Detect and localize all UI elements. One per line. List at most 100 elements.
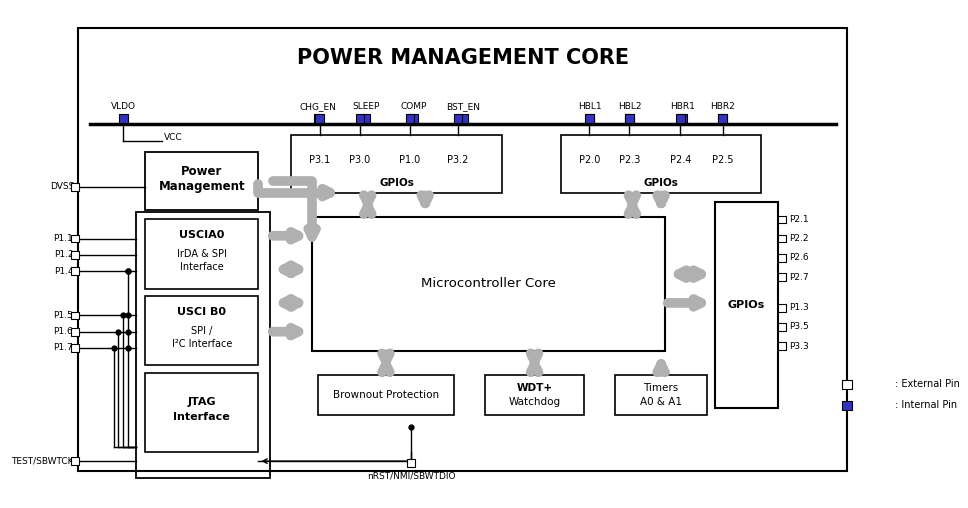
Bar [625, 114, 634, 123]
Text: VLDO: VLDO [110, 102, 136, 111]
Text: HBR2: HBR2 [711, 102, 735, 111]
Text: TEST/SBWTCK: TEST/SBWTCK [11, 457, 74, 466]
Bar [409, 114, 418, 123]
Text: HBR1: HBR1 [670, 102, 695, 111]
Text: SLEEP: SLEEP [352, 102, 379, 111]
Bar [145, 152, 258, 210]
Text: JTAG: JTAG [188, 397, 216, 407]
Text: P2.5: P2.5 [711, 155, 733, 165]
Bar [485, 375, 585, 415]
Text: A0 & A1: A0 & A1 [640, 397, 682, 407]
Text: USCI B0: USCI B0 [177, 306, 227, 316]
Bar [316, 114, 324, 123]
Bar [625, 114, 634, 123]
Bar [72, 267, 79, 275]
Text: P3.3: P3.3 [790, 341, 809, 351]
Text: P3.2: P3.2 [447, 155, 469, 165]
Text: Interface: Interface [173, 412, 230, 422]
Text: CHG_EN: CHG_EN [299, 102, 336, 111]
Text: HBL1: HBL1 [578, 102, 602, 111]
Bar [72, 457, 79, 465]
Text: P1.5: P1.5 [53, 311, 74, 320]
Bar [356, 114, 364, 123]
Bar [842, 379, 852, 389]
Bar [406, 114, 414, 123]
Bar [778, 323, 786, 331]
Text: Brownout Protection: Brownout Protection [333, 390, 439, 400]
Text: Watchdog: Watchdog [508, 397, 560, 407]
Bar [72, 235, 79, 242]
Bar [586, 114, 594, 123]
Text: P2.3: P2.3 [619, 155, 640, 165]
Text: VCC: VCC [164, 133, 182, 142]
Bar [561, 135, 761, 193]
Bar [842, 401, 852, 410]
Text: P3.5: P3.5 [790, 323, 809, 331]
Text: Interface: Interface [180, 263, 224, 272]
Text: P2.6: P2.6 [790, 253, 809, 262]
Bar [778, 273, 786, 281]
Text: P1.3: P1.3 [790, 303, 809, 312]
Text: SPI /: SPI / [191, 326, 213, 336]
Bar [145, 296, 258, 365]
Bar [145, 219, 258, 289]
Bar [361, 114, 370, 123]
Bar [778, 235, 786, 242]
Text: Timers: Timers [644, 383, 679, 393]
Text: BST_EN: BST_EN [446, 102, 481, 111]
Text: P3.0: P3.0 [349, 155, 371, 165]
Text: HBL2: HBL2 [618, 102, 641, 111]
Text: POWER MANAGEMENT CORE: POWER MANAGEMENT CORE [296, 48, 629, 69]
Bar [454, 114, 462, 123]
Text: P1.7: P1.7 [53, 343, 74, 353]
Bar [407, 459, 414, 467]
Text: : External Pin: : External Pin [895, 379, 960, 390]
Bar [778, 304, 786, 311]
Text: P1.4: P1.4 [54, 267, 74, 276]
Bar [136, 212, 270, 479]
Text: P2.0: P2.0 [579, 155, 600, 165]
Bar [676, 114, 684, 123]
Bar [585, 114, 593, 123]
Bar [318, 375, 454, 415]
Bar [714, 202, 778, 408]
Bar [718, 114, 727, 123]
Text: I²C Interface: I²C Interface [171, 339, 232, 349]
Bar [778, 342, 786, 350]
Bar [72, 311, 79, 319]
Text: GPIOs: GPIOs [644, 178, 679, 188]
Bar [678, 114, 686, 123]
Bar [119, 114, 128, 123]
Bar [778, 216, 786, 224]
Text: P1.1: P1.1 [53, 234, 74, 243]
Text: P1.6: P1.6 [53, 327, 74, 336]
Bar [72, 251, 79, 259]
Text: P1.2: P1.2 [54, 250, 74, 260]
Text: P1.0: P1.0 [399, 155, 420, 165]
Text: USCIA0: USCIA0 [179, 230, 225, 240]
Text: P2.1: P2.1 [790, 215, 809, 224]
Text: GPIOs: GPIOs [379, 178, 414, 188]
Bar [314, 114, 322, 123]
Bar [72, 344, 79, 352]
Text: P2.4: P2.4 [670, 155, 691, 165]
Bar [778, 254, 786, 262]
Text: P2.2: P2.2 [790, 234, 809, 243]
Text: GPIOs: GPIOs [728, 300, 765, 310]
Text: COMP: COMP [401, 102, 427, 111]
Bar [718, 114, 727, 123]
Bar [459, 114, 468, 123]
Text: Power: Power [181, 165, 223, 178]
Text: : Internal Pin: : Internal Pin [895, 400, 957, 410]
Bar [615, 375, 708, 415]
Text: IrDA & SPI: IrDA & SPI [177, 249, 227, 259]
Text: Management: Management [159, 180, 245, 194]
Text: P3.1: P3.1 [309, 155, 330, 165]
Text: Microcontroller Core: Microcontroller Core [421, 277, 556, 290]
Bar [291, 135, 502, 193]
Text: DVSS: DVSS [50, 182, 75, 192]
Text: nRST/NMI/SBWTDIO: nRST/NMI/SBWTDIO [367, 472, 455, 481]
Text: P2.7: P2.7 [790, 272, 809, 281]
Text: WDT+: WDT+ [517, 383, 553, 393]
Bar [312, 216, 665, 351]
